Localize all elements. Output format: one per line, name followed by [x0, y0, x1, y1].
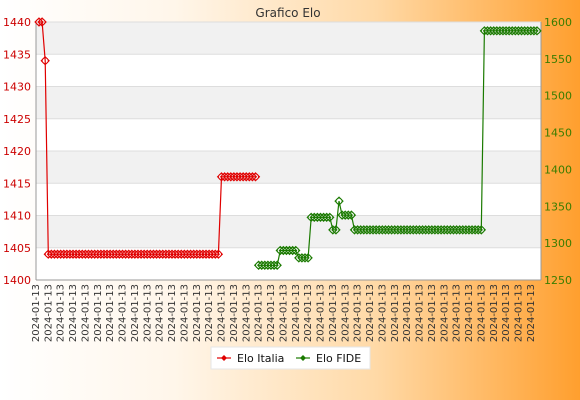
- x-tick-label: 2024-01-13: [68, 284, 79, 342]
- y-left-tick-label: 1440: [3, 16, 31, 29]
- x-tick-label: 2024-01-13: [31, 284, 42, 342]
- x-tick-label: 2024-01-13: [464, 284, 475, 342]
- x-tick-label: 2024-01-13: [167, 284, 178, 342]
- x-tick-label: 2024-01-13: [514, 284, 525, 342]
- x-tick-label: 2024-01-13: [56, 284, 67, 342]
- series-points: [34, 17, 542, 270]
- data-point-ring: [329, 226, 337, 234]
- x-tick-label: 2024-01-13: [278, 284, 289, 342]
- data-point-ring: [301, 254, 309, 262]
- x-tick-label: 2024-01-13: [155, 284, 166, 342]
- data-point-ring: [344, 211, 352, 219]
- x-tick-label: 2024-01-13: [142, 284, 153, 342]
- chart-title: Grafico Elo: [255, 6, 320, 20]
- x-tick-label: 2024-01-13: [93, 284, 104, 342]
- y-right-tick-label: 1350: [544, 200, 572, 213]
- x-tick-label: 2024-01-13: [365, 284, 376, 342]
- data-point-ring: [249, 173, 256, 181]
- x-tick-label: 2024-01-13: [353, 284, 364, 342]
- data-point-ring: [304, 254, 312, 262]
- x-tick-label: 2024-01-13: [80, 284, 91, 342]
- legend-marker: [300, 355, 306, 361]
- x-tick-label: 2024-01-13: [204, 284, 215, 342]
- data-point-ring: [326, 213, 334, 221]
- x-tick-label: 2024-01-13: [229, 284, 240, 342]
- legend-marker: [221, 355, 227, 361]
- x-tick-label: 2024-01-13: [501, 284, 512, 342]
- legend-label-elo-italia: Elo Italia: [237, 352, 284, 365]
- y-left-tick-label: 1435: [3, 48, 31, 61]
- x-tick-label: 2024-01-13: [105, 284, 116, 342]
- x-tick-label: 2024-01-13: [266, 284, 277, 342]
- y-right-tick-label: 1300: [544, 237, 572, 250]
- grid-band: [36, 22, 541, 55]
- data-point-ring: [533, 27, 541, 35]
- data-point-ring: [211, 250, 219, 258]
- y-right-tick-label: 1400: [544, 163, 572, 176]
- x-tick-label: 2024-01-13: [439, 284, 450, 342]
- x-tick-label: 2024-01-13: [340, 284, 351, 342]
- data-point-ring: [335, 197, 343, 205]
- grid-band: [36, 86, 541, 119]
- data-point-ring: [474, 226, 482, 234]
- x-tick-label: 2024-01-13: [390, 284, 401, 342]
- x-tick-label: 2024-01-13: [476, 284, 487, 342]
- x-tick-label: 2024-01-13: [452, 284, 463, 342]
- data-point-ring: [270, 261, 278, 269]
- x-tick-label: 2024-01-13: [254, 284, 265, 342]
- y-right-tick-label: 1550: [544, 53, 572, 66]
- x-tick-label: 2024-01-13: [192, 284, 203, 342]
- x-tick-label: 2024-01-13: [427, 284, 438, 342]
- y-right-tick-label: 1600: [544, 16, 572, 29]
- y-left-tick-label: 1425: [3, 113, 31, 126]
- y-right-tick-label: 1250: [544, 274, 572, 287]
- x-tick-labels: 2024-01-13 2024-01-13 2024-01-13 2024-01-13…: [31, 284, 537, 342]
- y-right-tick-label: 1450: [544, 127, 572, 140]
- x-tick-label: 2024-01-13: [118, 284, 129, 342]
- data-point-ring: [292, 247, 300, 254]
- x-tick-label: 2024-01-13: [377, 284, 388, 342]
- data-point-ring: [348, 211, 355, 219]
- x-tick-label: 2024-01-13: [179, 284, 190, 342]
- y-left-tick-label: 1405: [3, 242, 31, 255]
- legend-label-elo-fide: Elo FIDE: [316, 352, 361, 365]
- legend-box: [210, 346, 371, 370]
- x-tick-label: 2024-01-13: [291, 284, 302, 342]
- data-point-ring: [41, 57, 49, 65]
- x-tick-label: 2024-01-13: [328, 284, 339, 342]
- y-left-tick-label: 1420: [3, 145, 31, 158]
- x-tick-label: 2024-01-13: [316, 284, 327, 342]
- data-point-ring: [477, 226, 485, 234]
- x-tick-label: 2024-01-13: [402, 284, 413, 342]
- data-point-ring: [215, 250, 222, 258]
- x-tick-label: 2024-01-13: [217, 284, 228, 342]
- x-tick-label: 2024-01-13: [130, 284, 141, 342]
- axes: 1400 1405 1410 1415 1420 1425 1430 1435 1440 1250…: [3, 16, 572, 287]
- data-point-ring: [35, 18, 43, 26]
- plot-background: [36, 21, 541, 281]
- x-tick-label: 2024-01-13: [303, 284, 314, 342]
- x-tick-label: 2024-01-13: [43, 284, 54, 342]
- data-point-ring: [252, 173, 259, 181]
- data-point-ring: [332, 226, 340, 234]
- x-tick-label: 2024-01-13: [415, 284, 426, 342]
- data-point-ring: [38, 18, 46, 26]
- x-tick-label: 2024-01-13: [241, 284, 252, 342]
- x-tick-label: 2024-01-13: [526, 284, 537, 342]
- data-point-ring: [273, 261, 281, 269]
- data-point-ring: [323, 213, 331, 221]
- y-left-tick-label: 1400: [3, 274, 31, 287]
- legend: Elo Italia Elo FIDE: [210, 346, 371, 370]
- y-left-tick-label: 1410: [3, 210, 31, 223]
- data-point-ring: [289, 247, 297, 254]
- y-left-tick-label: 1430: [3, 81, 31, 94]
- y-left-tick-label: 1415: [3, 177, 31, 190]
- data-point-ring: [530, 27, 538, 35]
- grid-band: [36, 151, 541, 184]
- y-right-tick-label: 1500: [544, 90, 572, 103]
- x-tick-label: 2024-01-13: [489, 284, 500, 342]
